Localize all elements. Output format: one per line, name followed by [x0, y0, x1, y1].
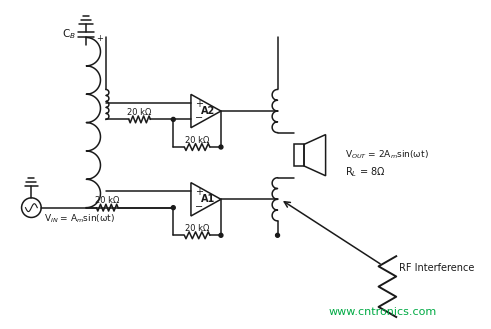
Bar	[294, 144, 304, 166]
Circle shape	[219, 145, 223, 149]
Circle shape	[171, 117, 175, 121]
Text: www.cntronics.com: www.cntronics.com	[328, 307, 436, 317]
Text: 20 kΩ: 20 kΩ	[185, 224, 209, 233]
Text: V$_{IN}$ = A$_m$sin(ωt): V$_{IN}$ = A$_m$sin(ωt)	[44, 212, 115, 225]
Text: 20 kΩ: 20 kΩ	[128, 108, 152, 117]
Circle shape	[275, 233, 279, 237]
Text: C$_B$: C$_B$	[62, 28, 76, 41]
Text: A2: A2	[201, 106, 215, 116]
Text: R$_L$ = 8Ω: R$_L$ = 8Ω	[345, 165, 386, 179]
Text: 20 kΩ: 20 kΩ	[95, 196, 119, 205]
Circle shape	[219, 233, 223, 237]
Text: +: +	[195, 187, 203, 197]
Text: 20 kΩ: 20 kΩ	[185, 136, 209, 145]
Text: −: −	[195, 202, 203, 212]
Text: A1: A1	[201, 194, 215, 204]
Text: RF Interference: RF Interference	[399, 263, 474, 273]
Text: V$_{OUT}$ = 2A$_m$sin(ωt): V$_{OUT}$ = 2A$_m$sin(ωt)	[345, 149, 429, 162]
Text: −: −	[195, 114, 203, 123]
Circle shape	[171, 206, 175, 210]
Text: +: +	[96, 34, 103, 43]
Text: +: +	[195, 99, 203, 109]
